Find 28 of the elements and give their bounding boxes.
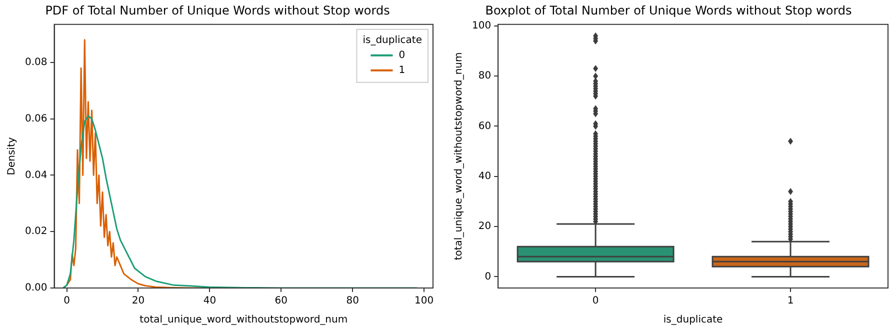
legend-label: 1: [398, 64, 406, 76]
x-axis-title: total_unique_word_withoutstopword_num: [140, 314, 348, 326]
x-tick-label: 100: [414, 296, 434, 307]
x-tick-label: 1: [787, 296, 794, 307]
y-tick-label: 0: [484, 271, 492, 282]
chart-title: Boxplot of Total Number of Unique Words without Stop words: [485, 3, 852, 18]
x-tick-label: 80: [346, 296, 359, 307]
legend-title: is_duplicate: [362, 34, 422, 46]
x-tick-label: 20: [132, 296, 145, 307]
x-tick-label: 0: [592, 296, 599, 307]
y-tick-label: 60: [478, 120, 492, 132]
y-tick-label: 80: [478, 70, 492, 82]
y-tick-label: 40: [478, 170, 492, 182]
x-tick-label: 60: [274, 296, 288, 307]
x-axis-title: is_duplicate: [663, 314, 723, 326]
x-tick-label: 40: [203, 296, 216, 307]
y-tick-label: 0.04: [25, 170, 48, 181]
y-axis-title: total_unique_word_withoutstopword_num: [454, 52, 465, 260]
y-tick-label: 0.08: [25, 57, 48, 68]
y-tick-label: 100: [472, 20, 492, 32]
x-tick-label: 0: [64, 296, 70, 307]
y-tick-label: 0.02: [25, 226, 48, 238]
y-tick-label: 0.06: [25, 113, 48, 124]
y-tick-label: 20: [478, 221, 492, 232]
legend-label: 0: [398, 50, 406, 61]
y-tick-label: 0.00: [25, 282, 48, 294]
chart-title: PDF of Total Number of Unique Words without Stop words: [45, 3, 390, 18]
y-axis-title: Density: [6, 137, 18, 176]
